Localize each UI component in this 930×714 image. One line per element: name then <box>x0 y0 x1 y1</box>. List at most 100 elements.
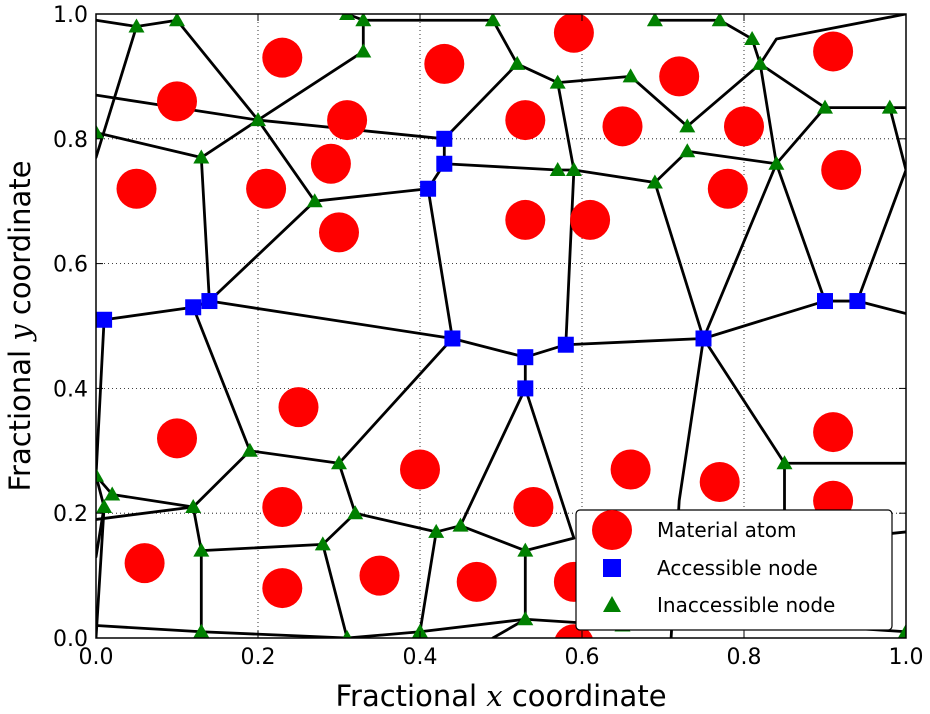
inaccessible-node-point <box>881 99 898 114</box>
inaccessible-node-point <box>128 18 145 33</box>
inaccessible-node-point <box>314 536 331 551</box>
inaccessible-node-point <box>679 118 696 133</box>
x-tick-label: 0.4 <box>403 645 438 670</box>
legend-box <box>575 509 893 631</box>
material-atom-point <box>359 555 400 596</box>
x-tick-label: 0.8 <box>727 645 762 670</box>
inaccessible-node-point <box>752 55 769 70</box>
inaccessible-node-point <box>565 162 582 176</box>
material-atom-point <box>505 199 546 240</box>
material-atom-point <box>262 568 303 609</box>
inaccessible-node-point <box>776 455 793 470</box>
inaccessible-node-point <box>355 14 372 27</box>
network-edge <box>418 617 527 634</box>
x-tick-label: 0.0 <box>79 645 114 670</box>
network-edge <box>459 524 527 638</box>
material-atom-point <box>813 412 854 453</box>
y-tick-label: 0.4 <box>53 377 88 402</box>
inaccessible-node-point <box>549 74 566 89</box>
data-points <box>96 14 906 638</box>
inaccessible-node-point <box>193 623 210 638</box>
material-atom-point <box>157 418 197 459</box>
inaccessible-node-point <box>646 174 663 189</box>
material-atom-point <box>456 561 497 602</box>
inaccessible-node-point <box>484 14 501 27</box>
plot-frame <box>95 13 907 639</box>
network-edge <box>758 14 906 66</box>
material-atom-point <box>262 486 303 527</box>
y-tick-label: 0.8 <box>53 128 88 153</box>
inaccessible-node-point <box>744 30 761 45</box>
inaccessible-node-point <box>428 523 445 538</box>
inaccessible-node-point <box>412 623 428 638</box>
inaccessible-node-point <box>452 517 469 532</box>
accessible-node-point <box>436 130 453 147</box>
legend-marker-inaccessible-node <box>603 596 621 612</box>
x-tick-label: 0.2 <box>241 645 276 670</box>
material-atom-point <box>602 106 643 147</box>
inaccessible-node-point <box>241 442 258 457</box>
inaccessible-node-point <box>169 14 185 27</box>
inaccessible-node-point <box>549 162 566 176</box>
accessible-node-point <box>517 380 534 397</box>
material-atom-point <box>116 168 157 209</box>
inaccessible-node-point <box>339 14 356 20</box>
material-atom-point <box>124 543 165 584</box>
material-atom-point <box>813 31 854 72</box>
network-edge <box>96 505 195 521</box>
inaccessible-node-point <box>355 43 372 58</box>
material-atom-point <box>505 100 546 141</box>
network-edge <box>702 337 906 465</box>
y-tick-label: 0.0 <box>53 627 88 652</box>
inaccessible-node-point <box>646 14 663 27</box>
axis-ticks: 0.0 0.2 0.4 0.6 0.8 1.0 0.0 0.2 0.4 0.6 0.8 1.0 <box>53 3 924 670</box>
material-atom-point <box>327 100 368 141</box>
legend-label-material-atom: Material atom <box>657 518 796 542</box>
accessible-node-point <box>849 293 866 310</box>
accessible-node-point <box>201 293 218 310</box>
inaccessible-node-point <box>193 149 210 164</box>
inaccessible-node-point <box>517 542 534 557</box>
material-atom-point <box>699 462 740 502</box>
material-atom-point <box>821 150 862 190</box>
inaccessible-node-point <box>768 155 785 170</box>
inaccessible-node-point <box>250 112 266 127</box>
material-atom-point <box>400 449 440 490</box>
material-atom-point <box>513 486 554 527</box>
y-tick-label: 0.6 <box>53 253 88 278</box>
material-atom-point <box>262 37 303 78</box>
material-atom-point <box>724 106 764 147</box>
accessible-node-point <box>185 299 202 316</box>
network-edge <box>102 299 454 340</box>
inaccessible-node-point <box>96 498 113 513</box>
network-edge <box>775 162 827 303</box>
legend: Material atom Accessible node Inaccessib… <box>575 509 893 631</box>
inaccessible-node-point <box>185 498 202 513</box>
inaccessible-node-point <box>193 542 210 557</box>
network-edge <box>321 543 349 638</box>
network-edge <box>564 168 576 347</box>
accessible-node-point <box>420 180 437 197</box>
inaccessible-node-point <box>342 630 352 638</box>
inaccessible-node-point <box>96 467 104 482</box>
network-edge <box>434 355 527 534</box>
y-tick-label: 1.0 <box>53 3 88 28</box>
network-edge <box>191 305 454 465</box>
accessible-node-point <box>695 330 712 347</box>
material-atom-point <box>707 168 748 209</box>
inaccessible-node-point <box>517 611 534 626</box>
network-edge <box>856 106 906 303</box>
x-axis-label: Fractional x coordinate <box>335 679 666 713</box>
legend-marker-accessible-node <box>603 559 621 577</box>
legend-label-accessible-node: Accessible node <box>657 556 818 580</box>
material-atom-point <box>319 212 359 253</box>
material-atom-point <box>553 14 594 53</box>
inaccessible-node-point <box>817 99 833 114</box>
inaccessible-node-point <box>622 68 639 83</box>
accessible-node-point <box>557 336 574 353</box>
material-atom-point <box>659 56 700 97</box>
material-atom-point <box>157 81 197 122</box>
inaccessible-node-point <box>104 486 121 501</box>
y-axis-label: Fractional y coordinate <box>3 160 37 491</box>
inaccessible-node-point <box>306 193 323 208</box>
